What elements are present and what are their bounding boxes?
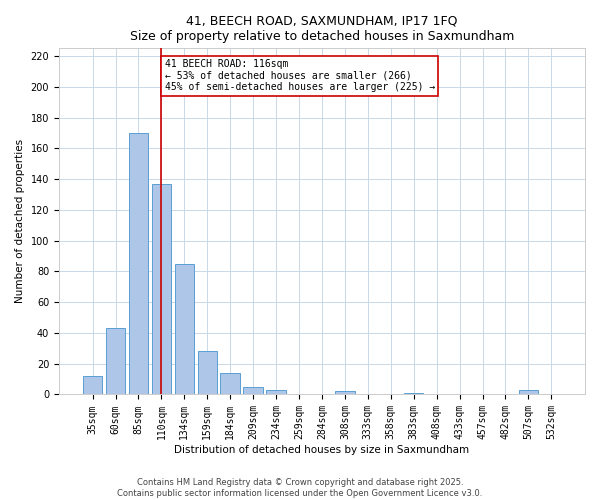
Bar bbox=[175, 264, 194, 394]
Bar bbox=[128, 133, 148, 394]
Y-axis label: Number of detached properties: Number of detached properties bbox=[15, 140, 25, 304]
Text: 41 BEECH ROAD: 116sqm
← 53% of detached houses are smaller (266)
45% of semi-det: 41 BEECH ROAD: 116sqm ← 53% of detached … bbox=[165, 59, 435, 92]
Bar bbox=[244, 387, 263, 394]
Bar bbox=[197, 352, 217, 395]
Bar bbox=[220, 373, 240, 394]
Text: Contains HM Land Registry data © Crown copyright and database right 2025.
Contai: Contains HM Land Registry data © Crown c… bbox=[118, 478, 482, 498]
Bar bbox=[335, 392, 355, 394]
Bar bbox=[152, 184, 171, 394]
Bar bbox=[106, 328, 125, 394]
X-axis label: Distribution of detached houses by size in Saxmundham: Distribution of detached houses by size … bbox=[175, 445, 470, 455]
Bar bbox=[404, 393, 424, 394]
Title: 41, BEECH ROAD, SAXMUNDHAM, IP17 1FQ
Size of property relative to detached house: 41, BEECH ROAD, SAXMUNDHAM, IP17 1FQ Siz… bbox=[130, 15, 514, 43]
Bar bbox=[266, 390, 286, 394]
Bar bbox=[518, 390, 538, 394]
Bar bbox=[83, 376, 103, 394]
